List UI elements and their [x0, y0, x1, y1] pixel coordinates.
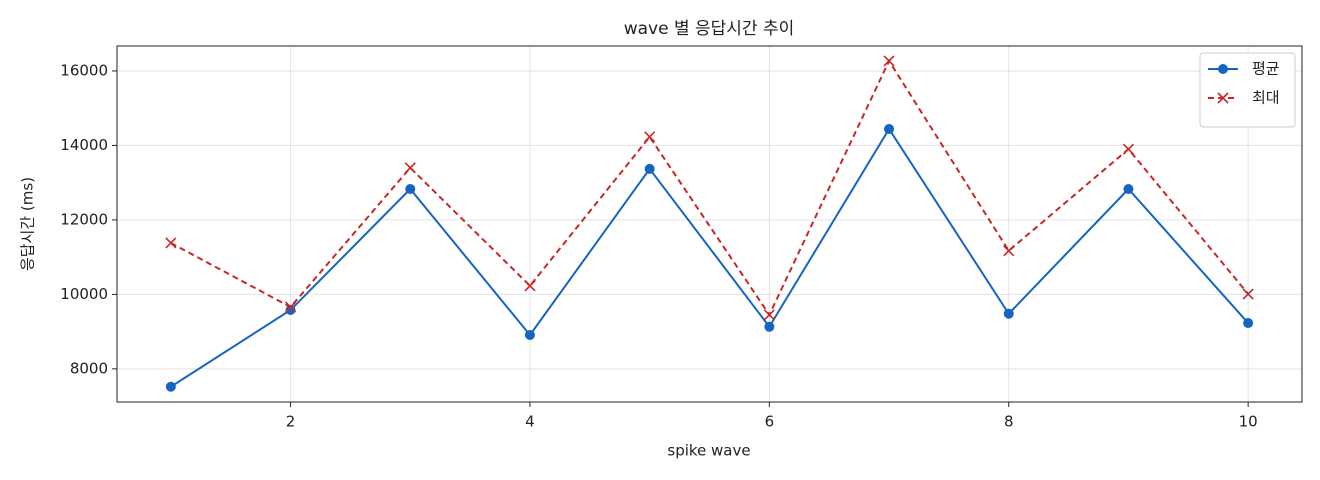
legend-box	[1199, 52, 1296, 128]
series-line	[170, 127, 1249, 388]
y-tick-label: 10000	[60, 285, 108, 303]
legend-label: 최대	[1252, 89, 1280, 107]
marker	[524, 329, 535, 340]
marker	[883, 55, 895, 67]
marker	[1242, 288, 1254, 300]
y-axis-label: 응답시간 (ms)	[19, 177, 37, 271]
marker	[764, 321, 775, 332]
marker	[404, 162, 416, 174]
marker	[165, 237, 177, 249]
y-tick-label: 8000	[70, 359, 108, 377]
marker	[405, 183, 416, 194]
y-tick-label: 16000	[60, 61, 108, 79]
marker	[1243, 318, 1254, 329]
marker	[284, 301, 297, 313]
marker	[644, 163, 655, 174]
legend-marker	[1218, 64, 1228, 74]
x-tick-label: 2	[286, 413, 296, 431]
chart-title: wave 별 응답시간 추이	[624, 19, 795, 39]
marker	[1122, 143, 1135, 155]
legend-label: 평균	[1252, 60, 1280, 78]
x-axis-label: spike wave	[667, 442, 750, 460]
marker	[1003, 245, 1015, 257]
marker	[524, 280, 536, 292]
x-tick-label: 6	[765, 413, 775, 431]
marker	[644, 131, 656, 143]
marker	[285, 305, 296, 316]
x-tick-label: 8	[1004, 413, 1014, 431]
x-tick-label: 10	[1239, 413, 1258, 431]
marker	[1003, 308, 1014, 319]
series-line	[170, 58, 1249, 317]
marker	[165, 381, 176, 392]
marker	[1123, 183, 1134, 194]
y-tick-label: 14000	[60, 136, 108, 154]
legend-marker	[1217, 92, 1229, 104]
plot-frame	[116, 45, 1303, 403]
marker	[884, 124, 895, 135]
x-tick-label: 4	[525, 413, 535, 431]
marker	[763, 309, 775, 321]
y-tick-label: 12000	[60, 210, 108, 228]
